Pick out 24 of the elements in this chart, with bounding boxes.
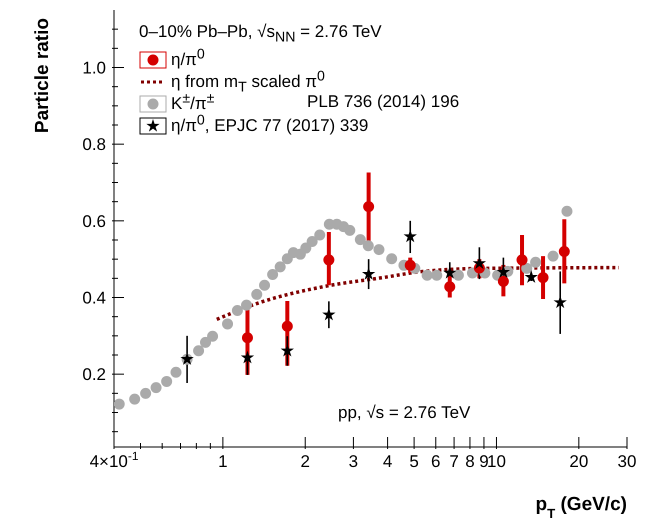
x-tick-label: 8 xyxy=(465,452,475,471)
y-tick-label: 0.4 xyxy=(82,288,106,308)
legend-label: η/π$^{0}$, EPJC 77 (2017) 339 xyxy=(171,112,368,135)
legend-title: 0–10% Pb–Pb, √s$_{NN}$ = 2.76 TeV xyxy=(139,22,382,46)
y-tick-label: 0.8 xyxy=(82,135,106,154)
x-tick-label: 4×10$^{-1}$ xyxy=(90,449,139,471)
x-tick-label: 1 xyxy=(218,452,228,471)
x-tick-label: 9 xyxy=(479,452,489,471)
x-tick-label: 3 xyxy=(348,452,358,471)
x-tick-label: 10 xyxy=(487,452,506,471)
x-tick-label: 2 xyxy=(300,452,310,471)
x-tick-label: 6 xyxy=(431,452,440,471)
y-tick-label: 1.0 xyxy=(82,58,106,78)
y-tick-label: 0.6 xyxy=(82,212,106,231)
y-axis-title: Particle ratio xyxy=(32,18,53,134)
annotation: pp, √s = 2.76 TeV xyxy=(338,403,470,423)
y-tick-label: 0.2 xyxy=(82,365,106,384)
x-tick-label: 5 xyxy=(409,452,419,471)
x-axis-title: p$_{T}$ (GeV/c) xyxy=(535,494,627,520)
x-tick-label: 20 xyxy=(569,452,588,471)
legend-label: η/π$^{0}$ xyxy=(171,46,205,69)
x-tick-label: 4 xyxy=(382,452,392,471)
x-tick-label: 30 xyxy=(618,452,636,471)
x-tick-label: 7 xyxy=(449,452,459,471)
